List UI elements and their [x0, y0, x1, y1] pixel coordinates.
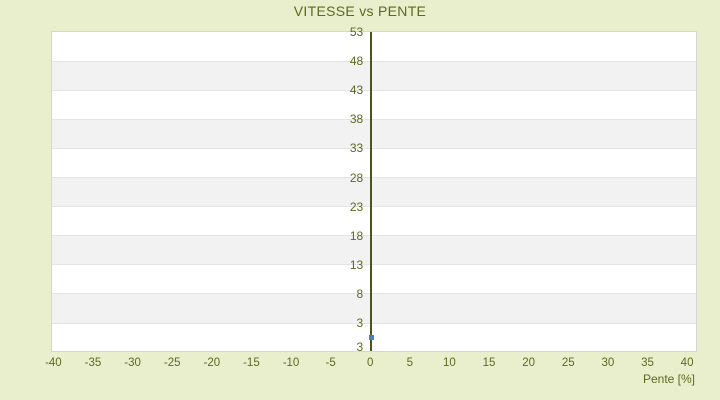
- gridline: [52, 322, 696, 324]
- x-tick-label: 10: [443, 357, 456, 369]
- y-tick-label: 33: [349, 141, 364, 156]
- y-tick-label: 48: [349, 54, 364, 69]
- x-tick-label: -35: [84, 357, 102, 369]
- y-axis-end-label: 3: [356, 340, 364, 354]
- y-tick-label: 23: [349, 199, 364, 214]
- x-axis-title: Pente [%]: [642, 372, 695, 386]
- y-tick-label: 53: [349, 25, 364, 39]
- y-tick-label: 13: [349, 257, 364, 272]
- x-axis-tick-labels: -40 -35 -30 -25 -20 -15 -10 -5 0 5 10 15 20 25 30 35 40: [45, 356, 695, 370]
- gridline: [52, 60, 696, 62]
- grid-band: [52, 293, 696, 324]
- grid-band: [52, 61, 696, 91]
- grid-band: [52, 264, 696, 294]
- grid-band: [52, 148, 696, 178]
- zero-axis-line: [370, 32, 373, 351]
- plot-area[interactable]: 53 48 43 38 33 28 23 18 13 8 3 3: [51, 26, 697, 354]
- gridline: [52, 235, 696, 237]
- y-tick-label: 18: [349, 228, 364, 243]
- gridline: [52, 147, 696, 149]
- chart-title: VITESSE vs PENTE: [293, 3, 427, 19]
- x-tick-label: 20: [522, 357, 536, 369]
- grid-band: [52, 32, 696, 62]
- y-tick-label: 43: [349, 83, 364, 98]
- x-tick-label: 30: [601, 357, 615, 369]
- x-tick-label: 40: [680, 357, 694, 369]
- x-tick-label: -25: [163, 357, 181, 369]
- x-tick-label: 35: [641, 357, 654, 369]
- x-tick-label: 25: [561, 357, 575, 369]
- x-tick-label: -15: [243, 357, 260, 369]
- grid-band: [52, 235, 696, 265]
- y-tick-label: 8: [356, 286, 364, 301]
- grid-band: [52, 177, 696, 207]
- grid-band: [52, 119, 696, 149]
- x-tick-label: -5: [325, 357, 336, 369]
- x-tick-label: -40: [45, 357, 62, 369]
- gridline: [52, 177, 696, 179]
- gridline: [52, 89, 696, 91]
- gridline: [52, 206, 696, 208]
- x-tick-label: 0: [367, 357, 374, 369]
- x-tick-label: 5: [406, 357, 414, 369]
- grid-band: [52, 90, 696, 120]
- y-tick-label: 38: [349, 112, 364, 127]
- x-tick-label: -20: [203, 357, 221, 369]
- grid-band: [52, 206, 696, 236]
- x-tick-label: -30: [124, 357, 141, 369]
- gridline: [52, 293, 696, 295]
- gridline: [52, 118, 696, 120]
- y-tick-label: 3: [356, 316, 364, 331]
- x-tick-label: 15: [482, 357, 496, 369]
- grid-band: [52, 323, 696, 351]
- x-tick-label: -10: [282, 357, 300, 369]
- data-point[interactable]: [368, 335, 374, 341]
- gridline: [52, 264, 696, 266]
- y-tick-label: 28: [349, 170, 364, 185]
